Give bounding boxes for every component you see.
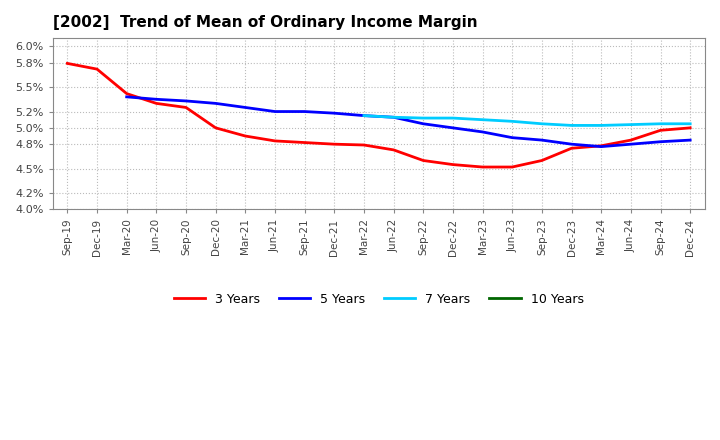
- 5 Years: [478, 129, 487, 135]
- 3 Years: [390, 147, 398, 153]
- 5 Years: [597, 144, 606, 149]
- 3 Years: [93, 66, 102, 72]
- 3 Years: [478, 165, 487, 170]
- Line: 3 Years: 3 Years: [68, 63, 690, 167]
- 5 Years: [390, 114, 398, 120]
- 5 Years: [686, 137, 695, 143]
- 3 Years: [656, 128, 665, 133]
- 3 Years: [181, 105, 190, 110]
- 3 Years: [241, 133, 250, 139]
- 7 Years: [478, 117, 487, 122]
- 5 Years: [212, 101, 220, 106]
- 5 Years: [419, 121, 428, 126]
- 5 Years: [241, 105, 250, 110]
- 3 Years: [330, 142, 338, 147]
- 7 Years: [359, 113, 368, 118]
- 3 Years: [152, 101, 161, 106]
- 3 Years: [419, 158, 428, 163]
- 3 Years: [538, 158, 546, 163]
- 3 Years: [686, 125, 695, 131]
- 5 Years: [330, 110, 338, 116]
- 7 Years: [567, 123, 576, 128]
- 3 Years: [508, 165, 516, 170]
- 5 Years: [181, 98, 190, 103]
- 5 Years: [122, 94, 131, 99]
- 3 Years: [597, 143, 606, 148]
- 3 Years: [63, 61, 72, 66]
- 7 Years: [538, 121, 546, 126]
- 7 Years: [390, 114, 398, 120]
- Line: 7 Years: 7 Years: [364, 116, 690, 125]
- 3 Years: [122, 91, 131, 96]
- 5 Years: [508, 135, 516, 140]
- Text: [2002]  Trend of Mean of Ordinary Income Margin: [2002] Trend of Mean of Ordinary Income …: [53, 15, 477, 30]
- 3 Years: [271, 138, 279, 143]
- 5 Years: [449, 125, 457, 131]
- 3 Years: [449, 162, 457, 167]
- 5 Years: [359, 113, 368, 118]
- 5 Years: [567, 142, 576, 147]
- Line: 5 Years: 5 Years: [127, 97, 690, 147]
- 5 Years: [152, 97, 161, 102]
- 5 Years: [626, 142, 635, 147]
- 7 Years: [508, 119, 516, 124]
- 3 Years: [212, 125, 220, 131]
- 7 Years: [449, 115, 457, 121]
- 7 Years: [419, 115, 428, 121]
- 5 Years: [271, 109, 279, 114]
- Legend: 3 Years, 5 Years, 7 Years, 10 Years: 3 Years, 5 Years, 7 Years, 10 Years: [169, 288, 588, 311]
- 7 Years: [686, 121, 695, 126]
- 3 Years: [359, 143, 368, 148]
- 3 Years: [567, 146, 576, 151]
- 7 Years: [626, 122, 635, 127]
- 5 Years: [300, 109, 309, 114]
- 3 Years: [300, 140, 309, 145]
- 5 Years: [538, 137, 546, 143]
- 7 Years: [597, 123, 606, 128]
- 5 Years: [656, 139, 665, 144]
- 7 Years: [656, 121, 665, 126]
- 3 Years: [626, 137, 635, 143]
